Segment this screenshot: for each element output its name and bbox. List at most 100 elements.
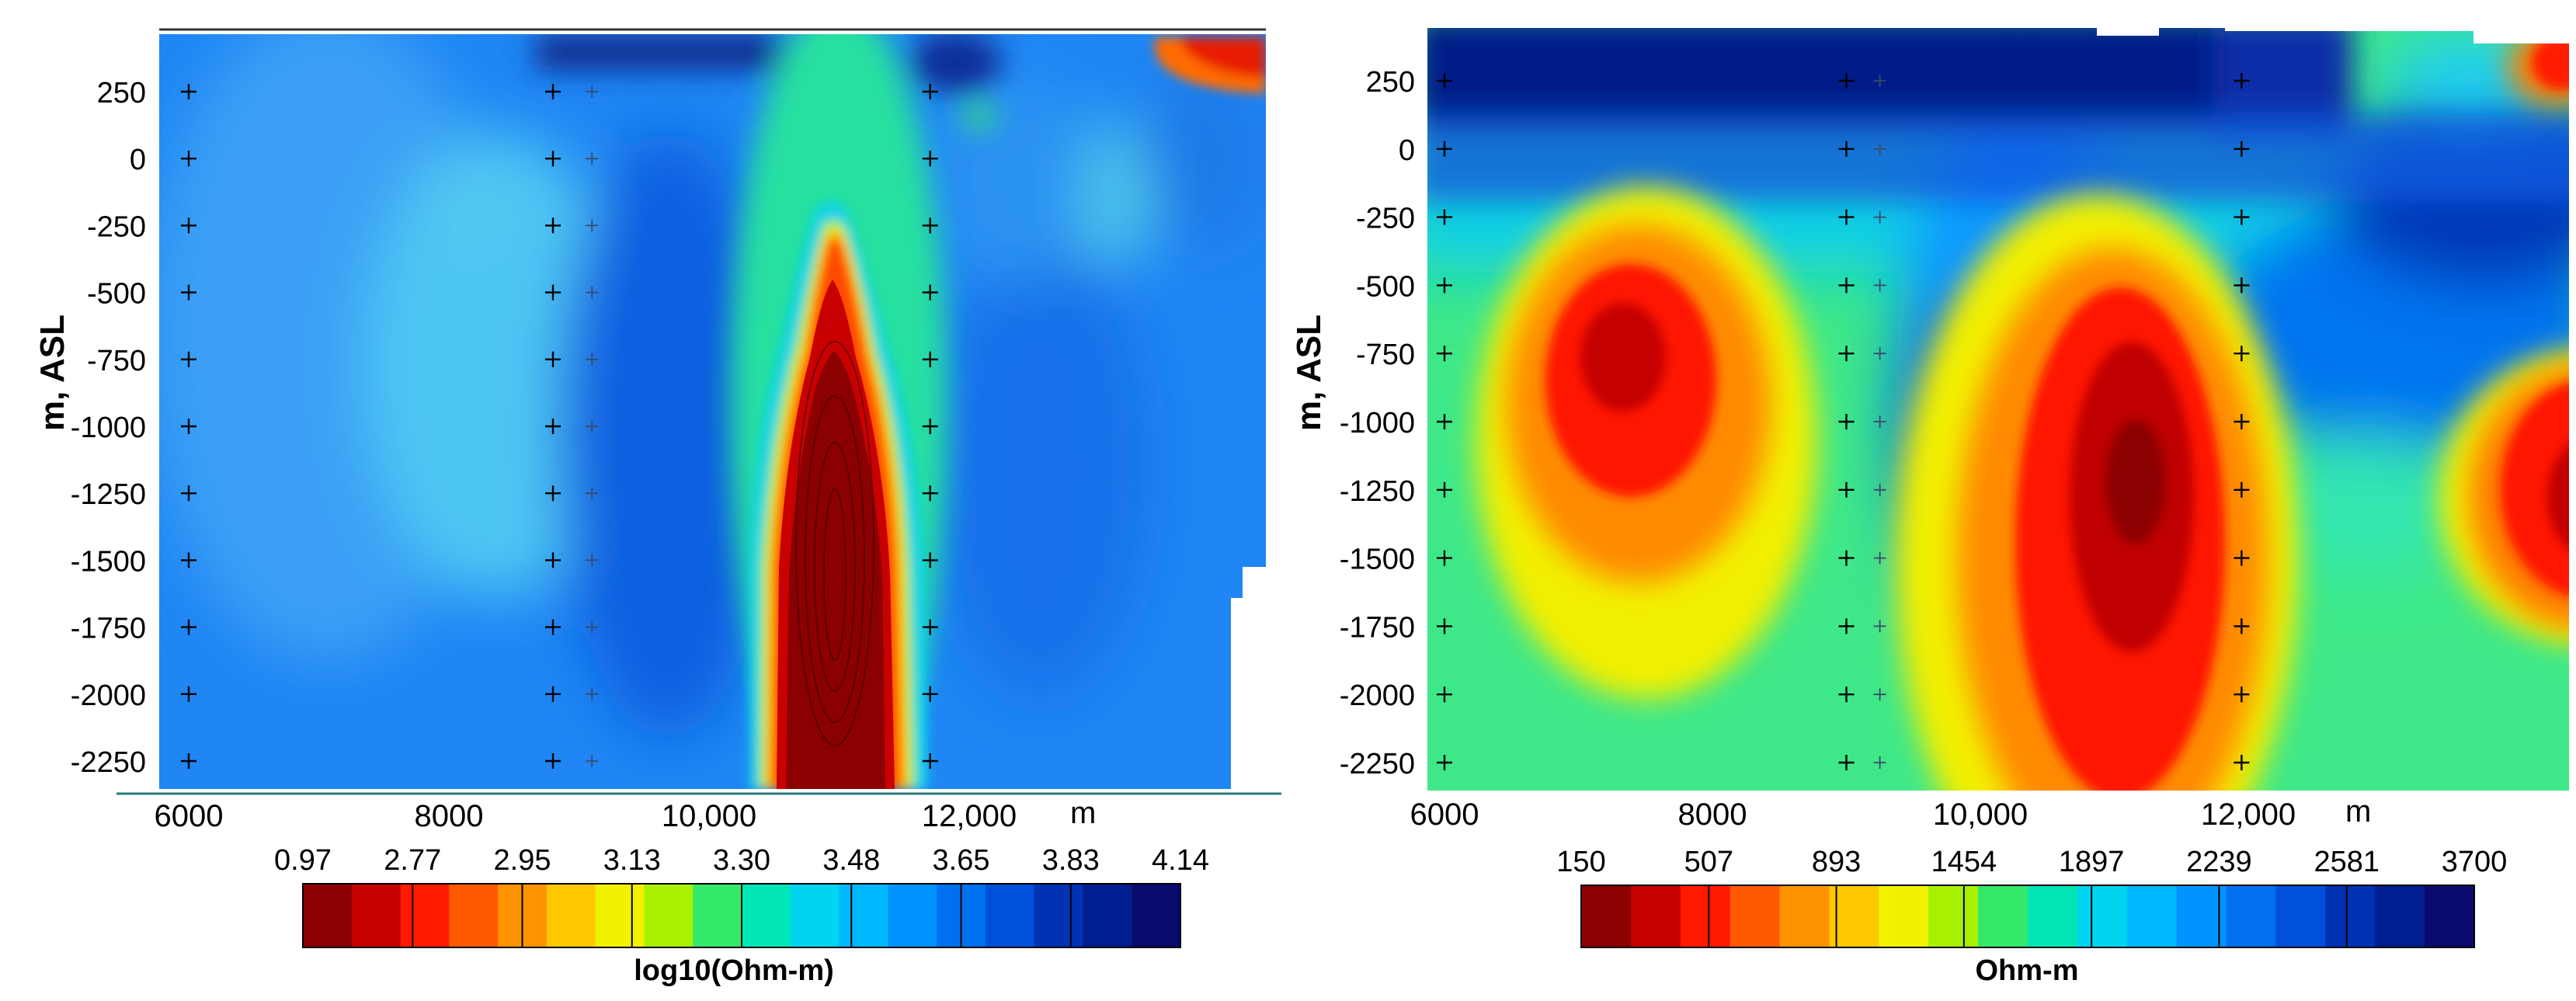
colorbar-tick-label: 2239	[2186, 846, 2252, 878]
colorbar-cell	[449, 884, 499, 947]
colorbar-cell	[790, 884, 840, 947]
station-marker	[1873, 551, 1886, 565]
station-marker	[1873, 415, 1886, 428]
station-marker	[1873, 347, 1886, 360]
y-tick-label: -2000	[1340, 679, 1415, 712]
station-marker	[545, 485, 561, 502]
station-marker	[1437, 346, 1452, 362]
y-tick-label: -1500	[1340, 544, 1415, 576]
station-marker	[2234, 141, 2250, 157]
station-marker	[586, 152, 599, 165]
right-colorbar-tick-labels: 150 507 893 1454 1897 2239 2581 3700	[1556, 846, 2507, 878]
station-marker	[545, 84, 561, 99]
station-marker	[181, 619, 196, 635]
colorbar-tick-label: 3.48	[822, 844, 880, 877]
station-marker	[2234, 481, 2250, 498]
right-colorbar-cells	[1581, 885, 2475, 947]
right-colorbar: 150 507 893 1454 1897 2239 2581 3700 Ohm-m	[1556, 846, 2507, 987]
colorbar-cell	[839, 884, 888, 947]
station-marker	[1437, 755, 1452, 770]
station-marker	[922, 351, 938, 367]
station-marker	[181, 84, 196, 99]
station-marker	[586, 286, 599, 299]
station-marker	[545, 552, 561, 568]
colorbar-cell	[1083, 884, 1132, 947]
station-marker	[586, 755, 599, 767]
colorbar-tick-label: 3.83	[1042, 844, 1100, 877]
colorbar-tick-label: 2581	[2314, 846, 2380, 878]
colorbar-cell	[2275, 885, 2326, 947]
left-colorbar-dividers	[412, 884, 1072, 947]
y-tick-label: -750	[1356, 339, 1415, 371]
station-marker	[181, 552, 196, 568]
station-marker	[181, 284, 196, 301]
station-marker	[2234, 209, 2250, 225]
colorbar-tick-label: 0.97	[274, 844, 332, 877]
station-marker	[2234, 618, 2250, 634]
right-station-markers	[1437, 73, 2250, 770]
right-x-axis-unit: m	[2345, 794, 2371, 829]
station-marker	[1873, 279, 1886, 292]
station-marker	[1838, 686, 1855, 703]
y-tick-label: -500	[87, 278, 146, 311]
y-tick-label: -1250	[71, 478, 146, 511]
colorbar-cell	[2028, 885, 2078, 947]
station-marker	[1838, 414, 1855, 429]
station-marker	[1437, 550, 1452, 566]
station-marker	[181, 351, 196, 367]
station-marker	[545, 284, 561, 301]
right-x-axis: 6000 8000 10,000 12,000	[1410, 798, 2296, 832]
colorbar-cell	[2126, 885, 2178, 947]
station-marker	[545, 619, 561, 635]
left-resistivity-field	[159, 34, 1266, 789]
colorbar-cell	[1034, 884, 1084, 947]
station-marker	[181, 217, 196, 234]
colorbar-cell	[985, 884, 1035, 947]
y-tick-label: -1500	[71, 545, 146, 578]
colorbar-cell	[693, 884, 742, 947]
colorbar-tick-label: 1897	[2059, 846, 2125, 878]
station-marker	[922, 619, 938, 635]
x-tick-label: 10,000	[662, 799, 756, 833]
station-marker	[586, 487, 599, 500]
x-tick-label: 6000	[155, 799, 224, 833]
station-marker	[922, 284, 938, 301]
y-tick-label: -250	[87, 210, 146, 243]
y-tick-label: 0	[130, 144, 146, 176]
right-colorbar-title: Ohm-m	[1976, 954, 2079, 987]
station-marker	[2234, 414, 2250, 429]
right-y-axis: 250 0 -250 -500 -750 -1000 -1250 -1500 -1750 -200…	[1340, 66, 1415, 780]
colorbar-tick-label: 4.14	[1152, 844, 1209, 877]
station-marker	[1838, 141, 1855, 157]
colorbar-cell	[1829, 885, 1879, 947]
station-marker	[586, 554, 599, 567]
left-x-axis-unit: m	[1070, 796, 1096, 830]
right-section-plot: 250 0 -250 -500 -750 -1000 -1250 -1500 -1750 -200…	[1290, 28, 2569, 832]
station-marker	[1873, 688, 1886, 701]
colorbar-tick-label: 1454	[1931, 846, 1997, 878]
station-marker	[922, 552, 938, 568]
station-marker	[545, 686, 561, 702]
station-marker	[922, 419, 938, 434]
station-marker	[1437, 481, 1452, 498]
right-colorbar-dividers	[1708, 885, 2348, 947]
station-marker	[181, 485, 196, 502]
right-y-axis-label: m, ASL	[1290, 315, 1328, 431]
colorbar-cell	[2176, 885, 2227, 947]
colorbar-cell	[303, 884, 353, 947]
station-marker	[1873, 756, 1886, 769]
station-marker	[1838, 618, 1855, 634]
station-marker	[922, 686, 938, 702]
station-marker	[586, 85, 599, 98]
colorbar-tick-label: 2.77	[384, 844, 441, 877]
station-marker	[181, 419, 196, 434]
right-resistivity-field	[1427, 28, 2569, 791]
station-marker	[2234, 73, 2250, 89]
station-marker	[586, 687, 599, 700]
colorbar-cell	[351, 884, 402, 947]
x-tick-label: 8000	[415, 799, 484, 833]
colorbar-cell	[2425, 885, 2475, 947]
colorbar-cell	[1730, 885, 1781, 947]
station-marker	[1873, 142, 1886, 155]
